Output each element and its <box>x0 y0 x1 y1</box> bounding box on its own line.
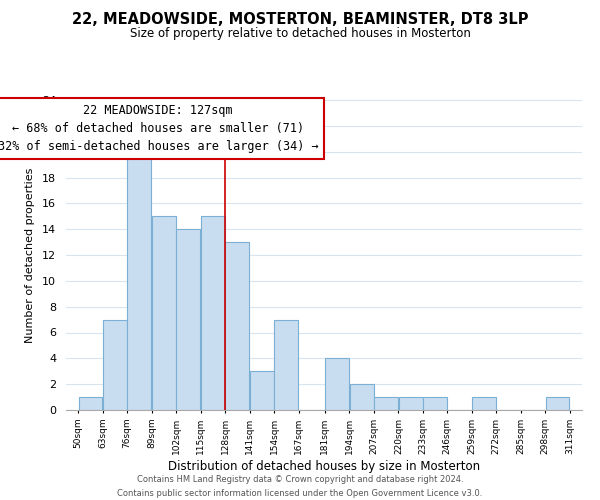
Bar <box>176 229 200 410</box>
Y-axis label: Number of detached properties: Number of detached properties <box>25 168 35 342</box>
Bar <box>472 397 496 410</box>
Bar <box>350 384 374 410</box>
Text: Size of property relative to detached houses in Mosterton: Size of property relative to detached ho… <box>130 28 470 40</box>
Text: 22 MEADOWSIDE: 127sqm
← 68% of detached houses are smaller (71)
32% of semi-deta: 22 MEADOWSIDE: 127sqm ← 68% of detached … <box>0 104 319 153</box>
Text: 22, MEADOWSIDE, MOSTERTON, BEAMINSTER, DT8 3LP: 22, MEADOWSIDE, MOSTERTON, BEAMINSTER, D… <box>72 12 528 28</box>
Bar <box>226 242 250 410</box>
Bar <box>374 397 398 410</box>
Bar <box>250 371 274 410</box>
Text: Contains HM Land Registry data © Crown copyright and database right 2024.
Contai: Contains HM Land Registry data © Crown c… <box>118 476 482 498</box>
Bar <box>398 397 422 410</box>
Bar <box>545 397 569 410</box>
Bar <box>127 152 151 410</box>
X-axis label: Distribution of detached houses by size in Mosterton: Distribution of detached houses by size … <box>168 460 480 472</box>
Bar <box>79 397 103 410</box>
Bar <box>325 358 349 410</box>
Bar <box>103 320 127 410</box>
Bar <box>201 216 225 410</box>
Bar <box>423 397 447 410</box>
Bar <box>274 320 298 410</box>
Bar <box>152 216 176 410</box>
